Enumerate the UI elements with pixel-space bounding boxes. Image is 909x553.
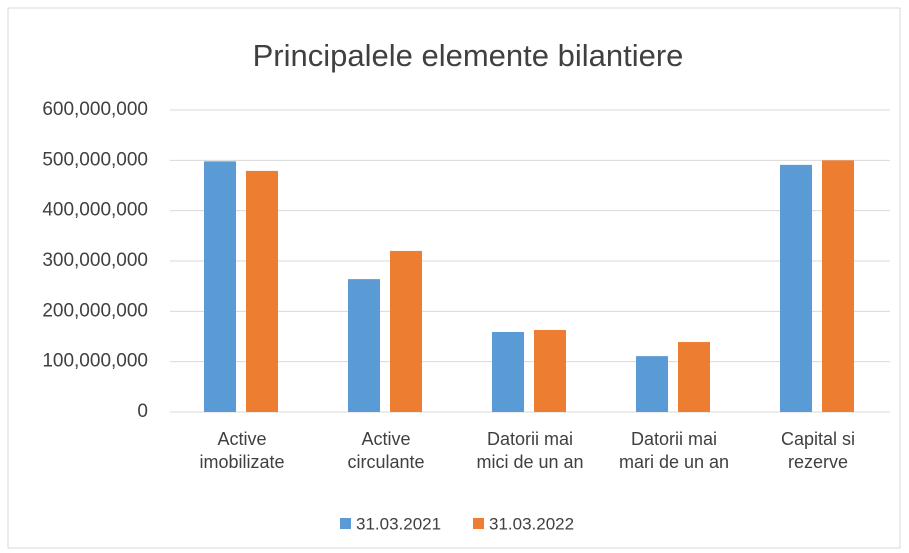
x-tick-label: Active imobilizate (199, 429, 285, 472)
y-tick-label: 600,000,000 (42, 99, 148, 120)
chart-title: Principalele elemente bilantiere (253, 38, 684, 73)
legend-label: 31.03.2021 (356, 514, 441, 533)
bar (780, 164, 812, 412)
y-tick-label: 0 (137, 401, 148, 422)
legend-swatch (473, 518, 484, 529)
y-tick-label: 300,000,000 (42, 250, 148, 271)
bar (348, 279, 380, 412)
legend-label: 31.03.2022 (489, 514, 574, 533)
bar (534, 329, 566, 412)
chart-border (7, 7, 901, 549)
x-tick-label: Datorii mai mari de un an (618, 429, 730, 472)
legend-swatch (340, 518, 351, 529)
bar (204, 161, 236, 412)
bar (678, 342, 710, 412)
x-tick-label: Datorii mai mici de un an (476, 429, 584, 472)
y-tick-label: 400,000,000 (42, 200, 148, 221)
bar (246, 170, 278, 412)
x-tick-label: Capital si rezerve (780, 429, 856, 472)
bar (636, 356, 668, 412)
bar (822, 160, 854, 412)
y-tick-label: 200,000,000 (42, 300, 148, 321)
x-tick-label: Active circulante (347, 429, 425, 472)
y-tick-label: 500,000,000 (42, 149, 148, 170)
bar (390, 250, 422, 412)
bar (492, 331, 524, 412)
y-tick-label: 100,000,000 (42, 351, 148, 372)
